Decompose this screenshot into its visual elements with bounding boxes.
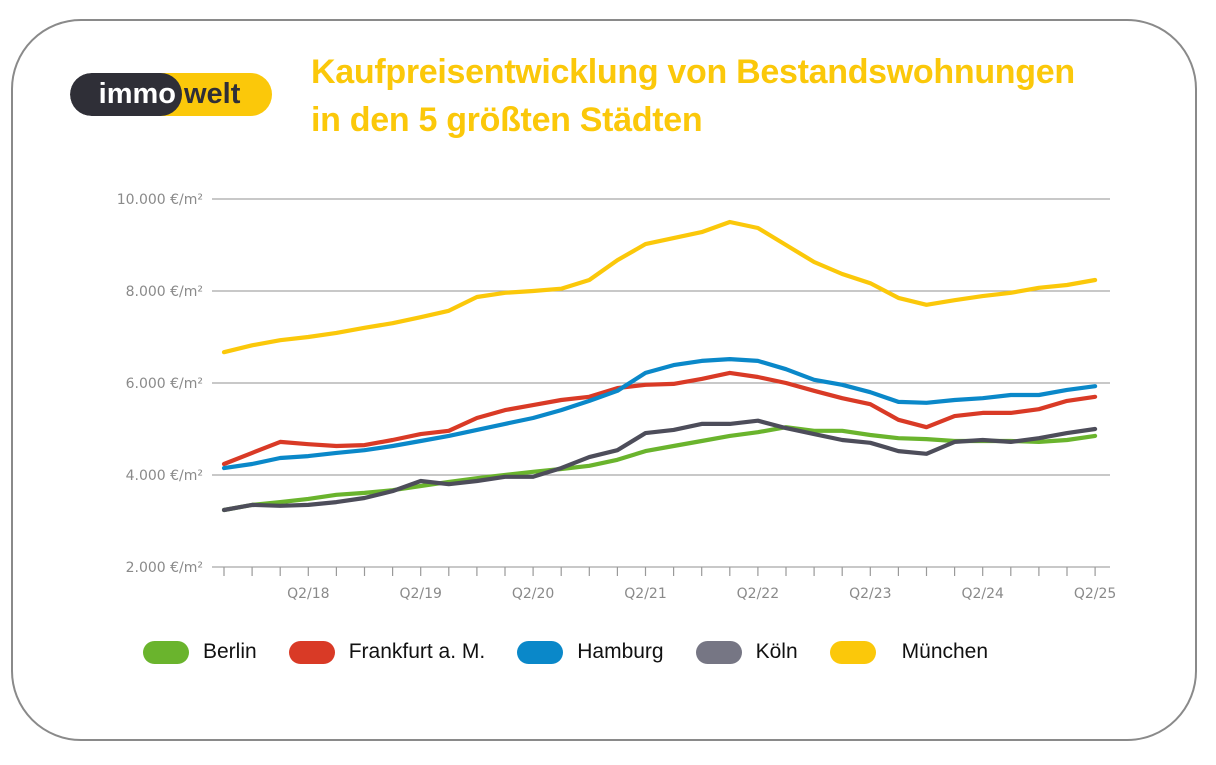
series-line-köln	[221, 418, 1098, 513]
y-tick-label: 6.000 €/m²	[126, 376, 203, 392]
logo-part-immo: immo	[70, 73, 182, 116]
legend-swatch	[143, 640, 189, 664]
chart-title-line2: in den 5 größten Städten	[311, 101, 703, 139]
chart-title: Kaufpreisentwicklung von Bestandswohnung…	[311, 48, 1075, 144]
x-tick-label: Q2/23	[849, 586, 891, 602]
y-tick-label: 10.000 €/m²	[117, 192, 203, 208]
x-axis: Q2/18 Q2/19 Q2/20 Q2/21 Q2/22 Q2/23 Q2/24 Q2/25	[223, 567, 1116, 602]
x-tick-label: Q2/19	[399, 586, 441, 602]
legend-item: München	[829, 640, 989, 664]
legend-label: Frankfurt a. M.	[348, 640, 486, 663]
legend-item: Frankfurt a. M.	[288, 640, 486, 664]
series-line-berlin	[221, 425, 1098, 513]
series-line-münchen	[221, 219, 1098, 355]
x-tick-label: Q2/25	[1074, 586, 1116, 602]
logo-part-welt: welt	[160, 73, 272, 116]
legend-label: München	[901, 640, 989, 663]
legend-swatch	[695, 640, 742, 664]
y-tick-label: 2.000 €/m²	[126, 560, 203, 576]
legend-item: Köln	[695, 640, 798, 664]
y-tick-label: 8.000 €/m²	[126, 284, 203, 300]
legend-swatch	[829, 640, 876, 664]
legend-label: Hamburg	[577, 640, 664, 663]
legend-label: Köln	[755, 640, 798, 663]
x-tick-label: Q2/21	[624, 586, 666, 602]
legend-swatch	[288, 640, 335, 664]
series-line-hamburg	[221, 357, 1098, 471]
series-lines	[221, 219, 1098, 513]
x-tick-label: Q2/20	[512, 586, 554, 602]
y-axis: 10.000 €/m² 8.000 €/m² 6.000 €/m² 4.000 €/m…	[117, 192, 203, 576]
chart-title-line1: Kaufpreisentwicklung von Bestandswohnung…	[311, 53, 1075, 91]
series-line-frankfurt-a-m	[221, 370, 1098, 467]
x-tick-label: Q2/18	[287, 586, 329, 602]
legend-item: Hamburg	[517, 640, 664, 664]
chart-frame	[11, 19, 1197, 741]
immowelt-logo: immo welt	[70, 73, 272, 116]
legend-label: Berlin	[203, 640, 257, 663]
x-tick-label: Q2/24	[961, 586, 1004, 602]
y-tick-label: 4.000 €/m²	[126, 468, 203, 484]
x-tick-label: Q2/22	[737, 586, 779, 602]
legend: Berlin Frankfurt a. M. Hamburg Köln München	[143, 640, 1020, 664]
legend-swatch	[517, 640, 564, 664]
legend-item: Berlin	[143, 640, 257, 664]
